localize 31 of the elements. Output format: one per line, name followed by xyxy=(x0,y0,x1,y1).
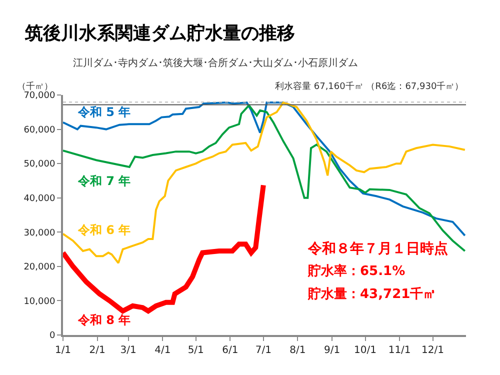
y-tick-label: 10,000 xyxy=(24,296,56,307)
x-tick-label: 11/1 xyxy=(388,345,411,356)
x-tick-label: 5/1 xyxy=(188,345,204,356)
x-tick-label: 1/1 xyxy=(54,345,72,356)
y-tick-label: 60,000 xyxy=(24,125,56,136)
series-label: 令和 5 年 xyxy=(77,105,131,119)
x-tick-label: 4/1 xyxy=(154,345,171,356)
x-tick-label: 3/1 xyxy=(120,345,136,356)
y-tick-label: 50,000 xyxy=(24,160,56,170)
x-tick-label: 6/1 xyxy=(222,345,238,356)
x-tick-label: 12/1 xyxy=(422,345,444,356)
series-label: 令和 6 年 xyxy=(77,223,131,237)
y-tick-label: 30,000 xyxy=(24,228,56,238)
series-label: 令和 8 年 xyxy=(77,313,131,327)
x-tick-label: 9/1 xyxy=(324,345,340,356)
y-tick-label: 40,000 xyxy=(24,194,56,204)
y-tick-label: 0 xyxy=(49,331,56,342)
x-tick-label: 7/1 xyxy=(255,345,272,356)
chart-subtitle: 江川ダム･寺内ダム･筑後大堰･合所ダム･大山ダム･小石原川ダム xyxy=(73,57,358,69)
ref-line-label: 利水容量 67,160千㎥ （R6迄：67,930千㎥） xyxy=(275,81,464,92)
annotation: 貯水率：65.1% xyxy=(307,263,406,279)
y-axis-title: （千㎥） xyxy=(17,81,53,92)
annotation: 令和８年７月１日時点 xyxy=(307,241,448,257)
series-label: 令和 7 年 xyxy=(77,174,131,188)
y-tick-label: 20,000 xyxy=(24,262,56,273)
chart-title: 筑後川水系関連ダム貯水量の推移 xyxy=(24,22,295,44)
annotation: 貯水量：43,721千㎥ xyxy=(307,286,436,302)
x-tick-label: 2/1 xyxy=(89,345,106,356)
x-tick-label: 10/1 xyxy=(354,345,376,356)
x-tick-label: 8/1 xyxy=(290,345,306,356)
y-tick-label: 70,000 xyxy=(24,91,56,102)
